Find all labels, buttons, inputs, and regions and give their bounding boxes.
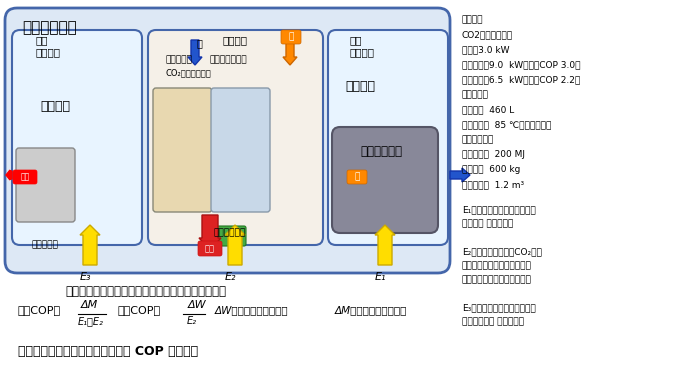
Text: 冷却能力6.5  kW（冷却COP 2.2）: 冷却能力6.5 kW（冷却COP 2.2） xyxy=(462,75,580,84)
Text: 出力3.0 kW: 出力3.0 kW xyxy=(462,45,510,54)
Text: E₂：アイスビルダ，CO₂ヒー: E₂：アイスビルダ，CO₂ヒー xyxy=(462,247,542,256)
FancyArrow shape xyxy=(225,225,245,265)
Text: 貯湯タンク: 貯湯タンク xyxy=(165,55,192,64)
Text: プレートクーラ: プレートクーラ xyxy=(210,55,248,64)
Text: ΔW　：加熱エネルギー: ΔW ：加熱エネルギー xyxy=(215,305,288,315)
FancyArrow shape xyxy=(199,215,221,250)
FancyArrow shape xyxy=(188,40,202,65)
Text: 保有水量  1.2 m³: 保有水量 1.2 m³ xyxy=(462,180,524,189)
Text: 開発システム: 開発システム xyxy=(22,20,77,35)
FancyBboxPatch shape xyxy=(148,30,323,245)
Text: バルククーラ: バルククーラ xyxy=(360,145,402,158)
FancyArrow shape xyxy=(375,225,395,265)
Text: ΔM: ΔM xyxy=(81,300,98,310)
Text: トポンプ，貯湯タンクが: トポンプ，貯湯タンクが xyxy=(462,261,532,270)
Text: E₃: E₃ xyxy=(80,272,92,282)
Text: 機器仕様: 機器仕様 xyxy=(462,15,484,24)
Text: E₂: E₂ xyxy=(225,272,237,282)
Text: 乳: 乳 xyxy=(354,172,360,182)
Text: 加熱能力9.0  kW（加熱COP 3.0）: 加熱能力9.0 kW（加熱COP 3.0） xyxy=(462,60,580,69)
Text: 貯湯温度  85 ℃（設計最大）: 貯湯温度 85 ℃（設計最大） xyxy=(462,120,552,129)
Text: 蓄熱容量  200 MJ: 蓄熱容量 200 MJ xyxy=(462,150,525,159)
Text: 加熱COP＝: 加熱COP＝ xyxy=(118,305,161,315)
Text: CO2ヒートポンプ: CO2ヒートポンプ xyxy=(462,30,513,39)
FancyArrow shape xyxy=(283,40,297,65)
FancyBboxPatch shape xyxy=(198,241,222,256)
Text: 内容積  460 L: 内容積 460 L xyxy=(462,105,514,114)
Text: 貯湯タンク: 貯湯タンク xyxy=(462,90,489,99)
Text: E₁: E₁ xyxy=(375,272,386,282)
Text: ボイラの エネルギー: ボイラの エネルギー xyxy=(462,317,524,326)
FancyBboxPatch shape xyxy=(13,170,37,184)
Text: ΔM　：冷却エネルギー: ΔM ：冷却エネルギー xyxy=(335,305,407,315)
Text: E₁：バルククーラが使用した: E₁：バルククーラが使用した xyxy=(462,205,536,214)
FancyBboxPatch shape xyxy=(328,30,448,245)
Text: 温水: 温水 xyxy=(205,244,215,254)
FancyBboxPatch shape xyxy=(332,127,438,233)
Text: E₁＋E₂: E₁＋E₂ xyxy=(78,316,104,326)
Text: 冷却COP＝: 冷却COP＝ xyxy=(18,305,61,315)
Text: 温水生成: 温水生成 xyxy=(40,100,70,113)
FancyBboxPatch shape xyxy=(281,30,301,44)
Text: 従来
システム: 従来 システム xyxy=(35,35,60,57)
FancyBboxPatch shape xyxy=(12,30,142,245)
Text: アイスビルダ: アイスビルダ xyxy=(462,135,494,144)
FancyBboxPatch shape xyxy=(214,226,246,246)
Text: 温水生成・冷却が同時に可能（従来システムは別）: 温水生成・冷却が同時に可能（従来システムは別） xyxy=(65,285,226,298)
Text: 図１　開発システムの機器構成と COP 算出方法: 図１ 開発システムの機器構成と COP 算出方法 xyxy=(18,345,198,358)
Text: 灯油ボイラ: 灯油ボイラ xyxy=(32,240,58,249)
Text: 電気 エネルギー: 電気 エネルギー xyxy=(462,219,513,228)
FancyBboxPatch shape xyxy=(211,88,270,212)
Text: 従来
システム: 従来 システム xyxy=(350,35,375,57)
FancyArrow shape xyxy=(80,225,100,265)
FancyBboxPatch shape xyxy=(16,148,75,222)
Text: 使用した電気エネルギー: 使用した電気エネルギー xyxy=(462,275,532,284)
Text: E₃：温水生成に使用した灯油: E₃：温水生成に使用した灯油 xyxy=(462,303,536,312)
Text: 製氷量  600 kg: 製氷量 600 kg xyxy=(462,165,520,174)
Text: ΔW: ΔW xyxy=(188,300,206,310)
FancyArrow shape xyxy=(6,170,12,180)
Text: 乳: 乳 xyxy=(288,33,294,41)
Text: アイスビルダ: アイスビルダ xyxy=(214,228,246,237)
Text: 新規導入: 新規導入 xyxy=(223,35,248,45)
Text: E₂: E₂ xyxy=(187,316,197,326)
Text: 水: 水 xyxy=(197,38,203,48)
FancyBboxPatch shape xyxy=(153,88,212,212)
FancyBboxPatch shape xyxy=(347,170,367,184)
Text: 温水: 温水 xyxy=(20,172,29,182)
Text: CO₂ヒートポンプ: CO₂ヒートポンプ xyxy=(165,68,211,77)
FancyArrow shape xyxy=(450,168,470,182)
Text: 生乳冷却: 生乳冷却 xyxy=(345,80,375,93)
FancyBboxPatch shape xyxy=(5,8,450,273)
